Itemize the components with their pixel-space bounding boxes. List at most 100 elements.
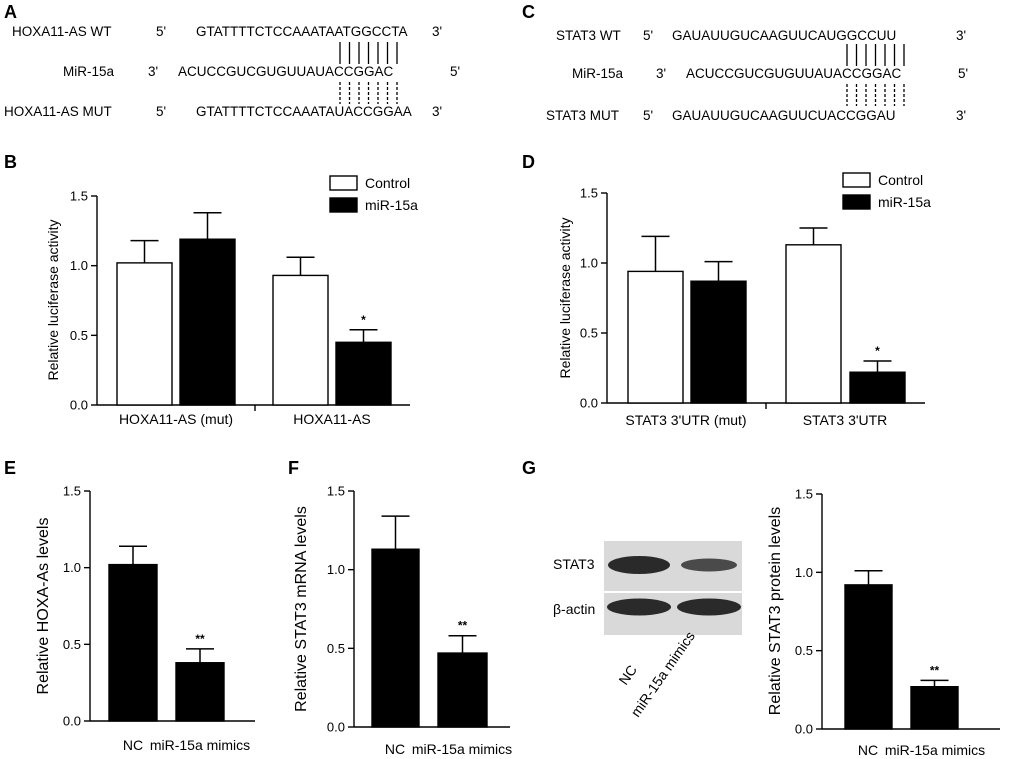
y-tick-label-0.0: 0.0 — [63, 714, 81, 729]
legend-swatch-1 — [329, 175, 358, 191]
y-tick-label-1.0: 1.0 — [795, 565, 813, 580]
x-category-label-2: miR-15a mimics — [885, 742, 985, 758]
significance-marker: ** — [195, 632, 205, 646]
y-tick-label-1.0: 1.0 — [327, 562, 345, 577]
seq-c-wt-end5: 5' — [643, 28, 653, 43]
base-pair-lines-mut — [846, 84, 905, 106]
bar-2-1 — [272, 274, 329, 406]
panel-letter-c: C — [522, 2, 535, 22]
blot-row-label-actin: β-actin — [553, 601, 595, 617]
significance-marker: ** — [458, 619, 468, 633]
panel-letter-a: A — [4, 2, 17, 22]
panel-a: A HOXA11-AS WT 5' GTATTTTCTCCAAATAATGGCC… — [4, 2, 460, 119]
panel-letter-e: E — [4, 458, 16, 478]
x-category-label-2: HOXA11-AS — [293, 411, 371, 427]
seq-c-mut-end5: 5' — [643, 108, 653, 123]
seq-a-wt-end3: 3' — [432, 24, 442, 39]
seq-a-mut-end5: 5' — [156, 104, 166, 119]
y-tick-label-0.5: 0.5 — [795, 643, 813, 658]
y-axis-label: Relative luciferase activity — [45, 219, 61, 380]
western-blot: STAT3 β-actin NC miR-15a mimics — [553, 541, 742, 720]
x-category-label-1: NC — [385, 741, 405, 757]
chart-d: 0.0 0.5 1.0 1.5 Relative luciferase activity… — [557, 172, 931, 428]
seq-a-mut-label: HOXA11-AS MUT — [4, 104, 112, 119]
y-axis-label: Relative STAT3 mRNA levels — [293, 506, 310, 712]
base-pair-lines-mut — [339, 82, 398, 104]
base-pair-lines-wt — [339, 42, 398, 64]
bar-1-2 — [179, 238, 236, 406]
seq-a-wt-sequence: GTATTTTCTCCAAATAATGGCCTA — [196, 24, 408, 39]
legend-label-1: Control — [878, 172, 923, 188]
bar-1-1 — [116, 262, 173, 406]
seq-a-mut-end3: 3' — [432, 104, 442, 119]
legend-label-1: Control — [365, 175, 410, 191]
base-pair-lines-wt — [846, 44, 905, 66]
y-tick-label-0.5: 0.5 — [70, 328, 88, 343]
bar-2-1 — [175, 662, 225, 722]
y-tick-label-0.5: 0.5 — [327, 641, 345, 656]
y-tick-label-1.0: 1.0 — [63, 560, 81, 575]
y-tick-label-0.5: 0.5 — [63, 637, 81, 652]
x-category-label-2: miR-15a mimics — [412, 741, 512, 757]
bar-1-1 — [627, 270, 684, 404]
y-tick-label-1.5: 1.5 — [795, 487, 813, 502]
seq-c-mut-sequence: GAUAUUGUCAAGUUCUACCGGAU — [672, 108, 896, 123]
blot-row-label-stat3: STAT3 — [553, 556, 595, 572]
y-axis-label: Relative STAT3 protein levels — [767, 507, 784, 715]
significance-marker: * — [875, 344, 880, 358]
bar-1-1 — [108, 563, 158, 722]
seq-c-mir-end3: 3' — [656, 66, 666, 81]
bar-2-1 — [437, 652, 488, 728]
significance-marker: * — [361, 313, 366, 327]
panel-letter-d: D — [522, 152, 535, 172]
seq-c-mir-end5: 5' — [958, 66, 968, 81]
y-tick-label-1.0: 1.0 — [70, 258, 88, 273]
bar-2-1 — [785, 244, 842, 404]
chart-f: 0.0 0.5 1.0 1.5 Relative STAT3 mRNA levels NC… — [293, 484, 512, 758]
chart-g: 0.0 0.5 1.0 1.5 Relative STAT3 protein level… — [767, 487, 1000, 758]
seq-a-mir-sequence: ACUCCGUCGUGUUAUACCGGAC — [178, 64, 394, 79]
legend-swatch-1 — [842, 172, 871, 188]
y-tick-label-1.5: 1.5 — [327, 484, 345, 499]
bar-2-1 — [910, 686, 959, 730]
legend-swatch-2 — [329, 197, 358, 213]
y-tick-label-0.0: 0.0 — [70, 398, 88, 413]
bar-2-2 — [849, 371, 906, 404]
seq-a-wt-label: HOXA11-AS WT — [12, 24, 112, 39]
y-tick-label-0.0: 0.0 — [795, 722, 813, 737]
panel-letter-g: G — [522, 458, 536, 478]
blot-lane-label-nc: NC — [615, 662, 640, 688]
y-tick-label-1.5: 1.5 — [63, 484, 81, 499]
bar-1-2 — [690, 280, 747, 404]
seq-a-mir-end5: 5' — [450, 64, 460, 79]
chart-b: 0.0 0.5 1.0 1.5 Relative luciferase activity… — [45, 175, 418, 427]
seq-c-wt-label: STAT3 WT — [556, 28, 621, 43]
seq-c-mir-sequence: ACUCCGUCGUGUUAUACCGGAC — [686, 66, 902, 81]
x-category-label-1: NC — [858, 742, 878, 758]
y-tick-label-1.5: 1.5 — [70, 189, 88, 204]
panel-c: C STAT3 WT 5' GAUAUUGUCAAGUUCAUGGCCUU 3'… — [522, 2, 968, 123]
y-tick-label-1.5: 1.5 — [580, 186, 598, 201]
bar-1-1 — [844, 584, 893, 730]
seq-c-wt-sequence: GAUAUUGUCAAGUUCAUGGCCUU — [672, 28, 896, 43]
blot-actin-band-nc — [607, 598, 671, 616]
legend-swatch-2 — [842, 194, 871, 210]
blot-actin-band-mimics — [677, 598, 741, 616]
seq-c-mut-label: STAT3 MUT — [546, 108, 619, 123]
blot-stat3-band-nc — [608, 556, 670, 574]
blot-stat3-band-mimics — [681, 558, 737, 572]
y-tick-label-0.5: 0.5 — [580, 326, 598, 341]
panel-letter-f: F — [288, 458, 299, 478]
seq-c-wt-end3: 3' — [956, 28, 966, 43]
legend-label-2: miR-15a — [365, 197, 418, 213]
y-axis-label: Relative HOXA-As levels — [35, 518, 52, 695]
x-category-label-2: miR-15a mimics — [150, 737, 250, 753]
panel-letter-b: B — [4, 152, 17, 172]
x-category-label-1: NC — [123, 737, 143, 753]
x-category-label-2: STAT3 3'UTR — [803, 412, 888, 428]
x-category-label-1: STAT3 3'UTR (mut) — [625, 412, 746, 428]
seq-c-mir-label: MiR-15a — [572, 66, 624, 81]
bar-1-1 — [371, 548, 420, 728]
seq-a-mir-label: MiR-15a — [63, 64, 115, 79]
y-tick-label-1.0: 1.0 — [580, 256, 598, 271]
